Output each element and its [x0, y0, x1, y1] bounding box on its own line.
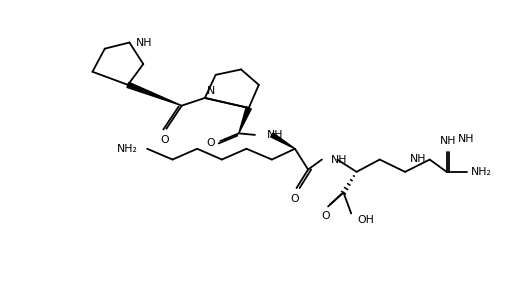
Text: NH: NH	[458, 134, 474, 144]
Polygon shape	[239, 107, 251, 133]
Text: NH: NH	[136, 37, 152, 48]
Text: NH: NH	[410, 154, 426, 164]
Text: NH: NH	[440, 136, 456, 146]
Text: NH₂: NH₂	[117, 144, 138, 154]
Text: N: N	[207, 86, 215, 96]
Polygon shape	[127, 82, 182, 106]
Polygon shape	[271, 133, 295, 149]
Text: NH: NH	[331, 155, 348, 164]
Text: NH: NH	[267, 130, 284, 140]
Text: O: O	[206, 137, 215, 148]
Text: OH: OH	[358, 215, 374, 225]
Text: O: O	[161, 135, 169, 145]
Text: NH₂: NH₂	[470, 167, 492, 177]
Text: O: O	[321, 211, 330, 221]
Text: O: O	[290, 194, 300, 204]
